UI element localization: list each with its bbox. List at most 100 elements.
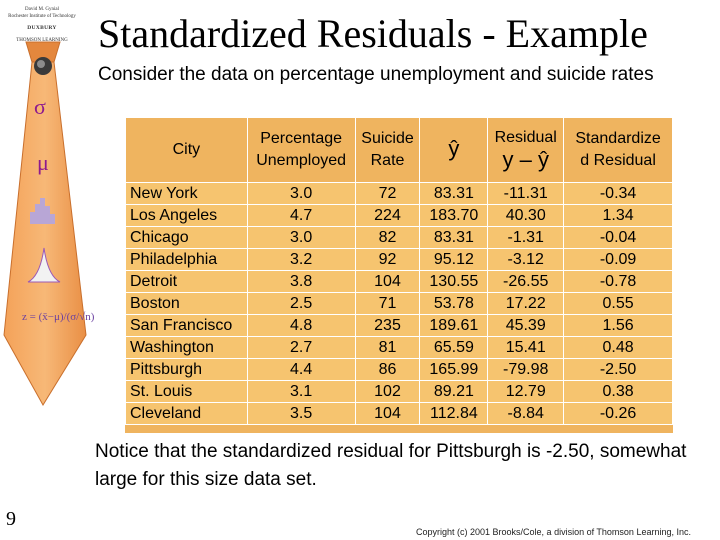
cell-yhat: 83.31 bbox=[419, 182, 489, 205]
table-row: Philadelphia 3.2 92 95.12 -3.12 -0.09 bbox=[125, 248, 673, 271]
cell-std-residual: 0.48 bbox=[563, 336, 673, 359]
table-row: Los Angeles 4.7 224 183.70 40.30 1.34 bbox=[125, 204, 673, 227]
cell-city: Los Angeles bbox=[125, 204, 248, 227]
cell-pct: 3.0 bbox=[246, 182, 356, 205]
cell-residual: -1.31 bbox=[487, 226, 565, 249]
cell-rate: 86 bbox=[354, 358, 421, 381]
cell-residual: 15.41 bbox=[487, 336, 565, 359]
cell-pct: 3.1 bbox=[246, 380, 356, 403]
tie-publisher-name: DUXBURY bbox=[27, 25, 57, 31]
cell-rate: 224 bbox=[354, 204, 421, 227]
cell-residual: -3.12 bbox=[487, 248, 565, 271]
tie-graphic: z = (x̄−μ)/(σ/√n) bbox=[3, 41, 95, 406]
table-row: St. Louis 3.1 102 89.21 12.79 0.38 bbox=[125, 380, 673, 403]
cell-pct: 4.8 bbox=[246, 314, 356, 337]
cell-yhat: 130.55 bbox=[419, 270, 489, 293]
header-suicide-rate: Suicide Rate bbox=[354, 117, 421, 183]
table-row: Detroit 3.8 104 130.55 -26.55 -0.78 bbox=[125, 270, 673, 293]
cell-city: Pittsburgh bbox=[125, 358, 248, 381]
cell-std-residual: -2.50 bbox=[563, 358, 673, 381]
cell-pct: 2.7 bbox=[246, 336, 356, 359]
table-body: New York 3.0 72 83.31 -11.31 -0.34 Los Angele… bbox=[125, 182, 673, 425]
cell-city: San Francisco bbox=[125, 314, 248, 337]
cell-std-residual: 0.55 bbox=[563, 292, 673, 315]
z-formula-icon: z = (x̄−μ)/(σ/√n) bbox=[22, 311, 95, 323]
cell-std-residual: -0.09 bbox=[563, 248, 673, 271]
cell-pct: 4.7 bbox=[246, 204, 356, 227]
cell-pct: 3.5 bbox=[246, 402, 356, 425]
cell-residual: 40.30 bbox=[487, 204, 565, 227]
cell-residual: -11.31 bbox=[487, 182, 565, 205]
cell-std-residual: 1.34 bbox=[563, 204, 673, 227]
tie-author-line2: Rochester Institute of Technology bbox=[8, 14, 76, 19]
cell-rate: 104 bbox=[354, 270, 421, 293]
cell-rate: 82 bbox=[354, 226, 421, 249]
table-header-row: City Percentage Unemployed Suicide Rate ŷ … bbox=[125, 117, 673, 183]
table-row: San Francisco 4.8 235 189.61 45.39 1.56 bbox=[125, 314, 673, 337]
cell-std-residual: -0.34 bbox=[563, 182, 673, 205]
table-row: Chicago 3.0 82 83.31 -1.31 -0.04 bbox=[125, 226, 673, 249]
slide-title: Standardized Residuals - Example bbox=[98, 11, 648, 56]
histogram-icon bbox=[30, 198, 55, 224]
table-row: Cleveland 3.5 104 112.84 -8.84 -0.26 bbox=[125, 402, 673, 425]
cell-pct: 3.8 bbox=[246, 270, 356, 293]
table-row: Washington 2.7 81 65.59 15.41 0.48 bbox=[125, 336, 673, 359]
cell-city: Philadelphia bbox=[125, 248, 248, 271]
cell-city: Cleveland bbox=[125, 402, 248, 425]
cell-residual: 45.39 bbox=[487, 314, 565, 337]
cell-yhat: 112.84 bbox=[419, 402, 489, 425]
residuals-table: City Percentage Unemployed Suicide Rate ŷ … bbox=[125, 117, 673, 425]
normal-curve-icon bbox=[27, 247, 61, 283]
cell-pct: 2.5 bbox=[246, 292, 356, 315]
cell-pct: 4.4 bbox=[246, 358, 356, 381]
cell-residual: 12.79 bbox=[487, 380, 565, 403]
cell-std-residual: 0.38 bbox=[563, 380, 673, 403]
cell-city: New York bbox=[125, 182, 248, 205]
header-standardized-residual: Standardize d Residual bbox=[563, 117, 673, 183]
tie-mu-symbol: μ bbox=[37, 150, 49, 175]
cell-city: Boston bbox=[125, 292, 248, 315]
notice-text: Notice that the standardized residual fo… bbox=[95, 441, 687, 490]
cell-pct: 3.2 bbox=[246, 248, 356, 271]
cell-yhat: 95.12 bbox=[419, 248, 489, 271]
header-city: City bbox=[125, 117, 248, 183]
header-residual: Residual y – ŷ bbox=[487, 117, 565, 183]
cell-yhat: 165.99 bbox=[419, 358, 489, 381]
cell-city: St. Louis bbox=[125, 380, 248, 403]
table-row: Boston 2.5 71 53.78 17.22 0.55 bbox=[125, 292, 673, 315]
intro-text: Consider the data on percentage unemploy… bbox=[98, 64, 654, 85]
header-percentage-unemployed: Percentage Unemployed bbox=[246, 117, 356, 183]
cell-pct: 3.0 bbox=[246, 226, 356, 249]
page-number: 9 bbox=[6, 508, 16, 530]
cell-residual: -79.98 bbox=[487, 358, 565, 381]
cell-residual: -26.55 bbox=[487, 270, 565, 293]
cell-residual: -8.84 bbox=[487, 402, 565, 425]
cell-yhat: 65.59 bbox=[419, 336, 489, 359]
tie-publisher-block: David M. Gynial Rochester Institute of T… bbox=[3, 6, 81, 44]
cell-city: Detroit bbox=[125, 270, 248, 293]
cell-residual: 17.22 bbox=[487, 292, 565, 315]
cell-rate: 104 bbox=[354, 402, 421, 425]
tie-author-line1: David M. Gynial bbox=[24, 7, 60, 12]
table-row: New York 3.0 72 83.31 -11.31 -0.34 bbox=[125, 182, 673, 205]
tie-imprint: THOMSON LEARNING bbox=[16, 38, 68, 43]
header-yhat: ŷ bbox=[419, 117, 489, 183]
cell-std-residual: -0.78 bbox=[563, 270, 673, 293]
cell-yhat: 89.21 bbox=[419, 380, 489, 403]
cell-rate: 71 bbox=[354, 292, 421, 315]
table-row: Pittsburgh 4.4 86 165.99 -79.98 -2.50 bbox=[125, 358, 673, 381]
cell-std-residual: -0.26 bbox=[563, 402, 673, 425]
copyright-notice: Copyright (c) 2001 Brooks/Cole, a divisi… bbox=[416, 527, 691, 537]
cell-city: Washington bbox=[125, 336, 248, 359]
cell-rate: 81 bbox=[354, 336, 421, 359]
cell-rate: 235 bbox=[354, 314, 421, 337]
cell-city: Chicago bbox=[125, 226, 248, 249]
cell-yhat: 183.70 bbox=[419, 204, 489, 227]
cell-yhat: 53.78 bbox=[419, 292, 489, 315]
cell-std-residual: -0.04 bbox=[563, 226, 673, 249]
tie-sigma-symbol: σ bbox=[34, 94, 46, 119]
cell-rate: 72 bbox=[354, 182, 421, 205]
cell-rate: 102 bbox=[354, 380, 421, 403]
residuals-table-panel: City Percentage Unemployed Suicide Rate ŷ … bbox=[125, 117, 673, 433]
cell-rate: 92 bbox=[354, 248, 421, 271]
